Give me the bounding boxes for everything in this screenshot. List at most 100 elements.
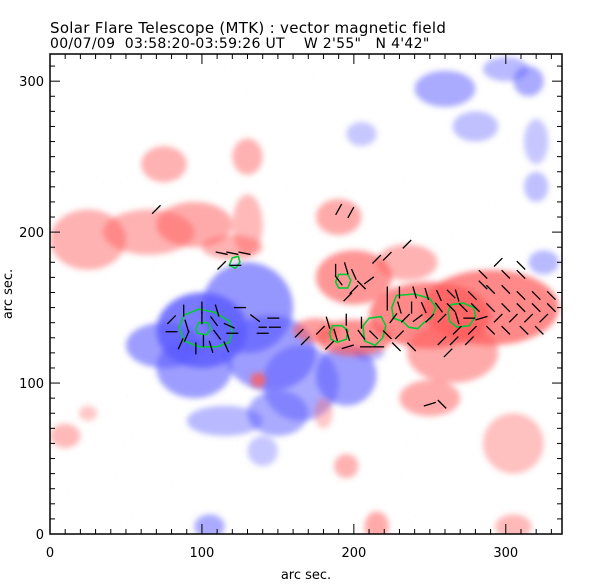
field-vector [470, 302, 481, 313]
field-vector [368, 330, 379, 340]
field-contour [195, 321, 212, 336]
positive-region [364, 511, 389, 534]
west-coordinate: W 2'55" [303, 36, 362, 52]
positive-region [334, 454, 359, 479]
field-vector [485, 325, 496, 335]
field-vector [534, 325, 544, 335]
north-coordinate: N 4'42" [375, 36, 430, 52]
axis-ticks [49, 54, 562, 535]
field-vector [485, 284, 496, 295]
field-vector [412, 286, 418, 299]
x-tick-label: 0 [46, 546, 54, 561]
x-tick-label: 200 [341, 546, 366, 561]
field-vector [467, 325, 478, 335]
positive-region [407, 322, 499, 384]
field-vector [400, 313, 411, 323]
negative-region [452, 111, 499, 142]
positive-region [50, 423, 81, 448]
vector-layer [151, 203, 557, 409]
negative-region [247, 390, 309, 436]
field-vector [454, 289, 460, 302]
field-vector [446, 289, 456, 299]
y-tick-label: 300 [19, 75, 44, 90]
field-vector [350, 268, 357, 281]
y-tick-label: 200 [19, 226, 44, 241]
positive-region [315, 198, 362, 236]
field-vector [215, 251, 228, 256]
field-vector [516, 260, 526, 270]
field-vector [357, 329, 366, 340]
plot-area [50, 54, 562, 534]
negative-polarity-layer [125, 57, 559, 534]
x-tick-label: 300 [493, 546, 518, 561]
field-vector [437, 336, 447, 346]
field-vector [217, 260, 227, 270]
field-vector [412, 314, 423, 323]
field-vector [343, 292, 353, 302]
field-vector [397, 301, 402, 314]
field-vector [223, 341, 230, 353]
field-vector [382, 330, 392, 340]
field-vector [523, 313, 534, 323]
positive-region [250, 372, 266, 388]
field-vector [501, 284, 511, 295]
field-vector [446, 302, 456, 313]
field-vector [435, 289, 442, 302]
field-vector [371, 254, 382, 264]
axis-tick-labels: 0 100 200 300 0 100 200 300 [19, 75, 518, 561]
field-vector [349, 284, 359, 295]
field-vector [531, 302, 541, 313]
positive-region [232, 138, 263, 175]
field-contour [334, 273, 352, 289]
field-vector [501, 325, 511, 335]
negative-region [247, 435, 278, 467]
positive-region [376, 244, 438, 281]
field-vector [516, 269, 526, 280]
field-vector [425, 313, 435, 323]
field-vector [184, 319, 190, 332]
positive-region [156, 201, 233, 248]
field-vector [223, 322, 235, 329]
field-vector [382, 251, 392, 261]
field-vector [485, 302, 496, 313]
field-vector [324, 340, 335, 350]
field-vector [183, 330, 190, 342]
field-vector [501, 302, 511, 313]
field-vector [423, 401, 437, 407]
x-tick-label: 100 [190, 546, 215, 561]
positive-region [482, 413, 544, 474]
field-vector [343, 262, 349, 275]
field-vector [166, 315, 177, 325]
positive-region [293, 318, 339, 343]
positive-region [314, 398, 333, 429]
field-vector [177, 338, 184, 350]
field-vector [389, 312, 398, 324]
field-vector [391, 342, 402, 352]
field-vector [546, 302, 557, 313]
x-axis-label: arc sec. [281, 568, 331, 583]
field-vector [501, 269, 511, 280]
field-vector [454, 311, 460, 325]
field-vector [151, 204, 162, 215]
field-vector [546, 290, 557, 301]
negative-region [156, 337, 233, 399]
field-vector [347, 206, 355, 219]
observation-time: 03:58:20-03:59:26 UT [124, 36, 285, 52]
y-axis-label: arc sec. [1, 269, 16, 319]
field-vector [420, 301, 427, 314]
field-contour [447, 302, 477, 329]
negative-region [186, 405, 263, 436]
field-vector [213, 329, 222, 340]
negative-region [524, 171, 549, 202]
field-vector [249, 314, 261, 323]
field-vector [475, 315, 488, 321]
negative-region [315, 345, 377, 406]
field-vector [341, 344, 354, 350]
field-vector [516, 290, 526, 301]
figure-title: Solar Flare Telescope (MTK) : vector mag… [50, 19, 447, 37]
field-vector [508, 313, 519, 323]
field-vector [406, 342, 417, 352]
field-vector [300, 336, 310, 346]
observation-date: 00/07/09 [50, 36, 116, 52]
